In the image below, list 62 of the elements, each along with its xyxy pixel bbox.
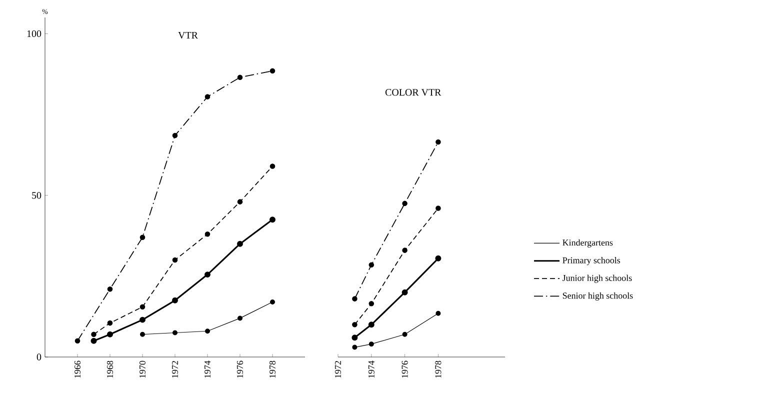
- point: [402, 332, 408, 337]
- point: [74, 338, 80, 344]
- point: [172, 132, 178, 138]
- point: [402, 248, 408, 253]
- point: [140, 332, 145, 337]
- x-tick-label: 1974: [204, 360, 211, 378]
- x-tick-label: 1966: [74, 360, 81, 378]
- x-tick-label: 1970: [139, 360, 146, 378]
- point: [237, 240, 243, 247]
- x-tick-label: 1976: [236, 360, 244, 378]
- point: [107, 320, 113, 326]
- point: [436, 206, 441, 211]
- point: [352, 334, 358, 341]
- x-tick-label: 1976: [402, 360, 408, 378]
- legend-label: Primary schools: [562, 257, 620, 266]
- point: [270, 164, 276, 169]
- point: [91, 332, 96, 338]
- point: [205, 328, 210, 334]
- point: [402, 200, 408, 206]
- point: [204, 94, 210, 100]
- point: [352, 296, 358, 302]
- point: [204, 232, 210, 237]
- point: [140, 234, 146, 240]
- point: [270, 300, 275, 305]
- point: [352, 322, 358, 328]
- point: [368, 322, 374, 328]
- text: VTR: [178, 32, 198, 39]
- x-tick-label: 1978: [435, 360, 442, 378]
- point: [172, 330, 178, 336]
- y-tick-label: 0: [36, 354, 42, 360]
- x-tick-label: 1972: [172, 361, 178, 378]
- legend-label: Kindergartens: [562, 239, 613, 248]
- legend-label: Junior high schools: [562, 274, 632, 283]
- point: [107, 331, 113, 338]
- text: COLOR VTR: [385, 89, 442, 96]
- x-tick-label: 1968: [106, 360, 114, 378]
- point: [172, 297, 178, 304]
- point: [90, 338, 97, 344]
- point: [436, 310, 441, 316]
- point: [368, 342, 374, 347]
- point: [237, 74, 243, 80]
- y-tick-label: 50: [32, 192, 42, 199]
- point: [402, 289, 408, 296]
- point: [140, 304, 146, 310]
- point: [172, 257, 178, 263]
- y-tick-label: 100: [27, 30, 42, 38]
- x-tick-label: 1978: [269, 360, 276, 378]
- point: [237, 199, 243, 204]
- point: [204, 272, 210, 278]
- point: [368, 262, 374, 268]
- point: [107, 286, 113, 292]
- point: [270, 216, 276, 223]
- legend-label: Senior high schools: [562, 292, 633, 301]
- point: [140, 316, 146, 323]
- point: [436, 139, 441, 145]
- point: [435, 255, 442, 262]
- point: [352, 344, 358, 350]
- x-tick-label: 1974: [368, 360, 374, 378]
- point: [270, 68, 276, 74]
- x-tick-label: 1972: [334, 361, 342, 378]
- point: [238, 316, 242, 321]
- point: [368, 301, 374, 306]
